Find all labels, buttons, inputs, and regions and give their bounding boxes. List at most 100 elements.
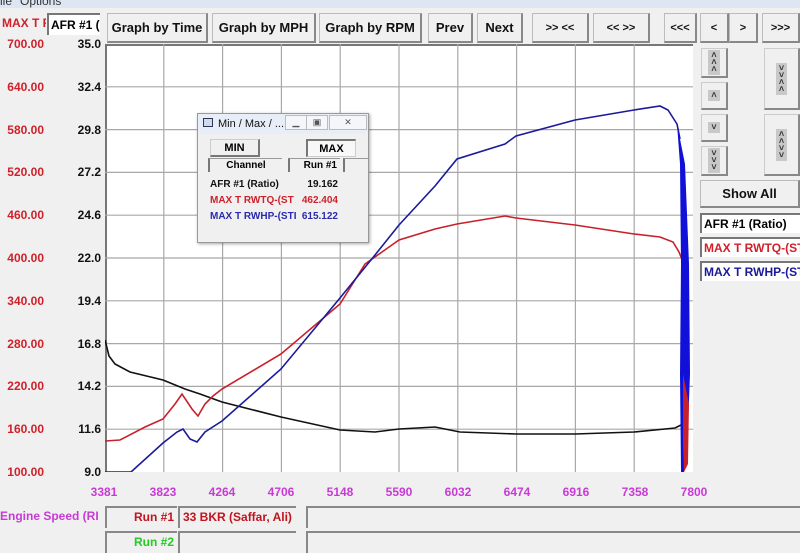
- afr-axis-channel-label[interactable]: AFR #1 (F: [47, 13, 100, 35]
- y-afr-tick: 27.2: [77, 165, 101, 179]
- chevrons-converge-icon: ˅ ˅ ˄ ˄: [775, 62, 788, 95]
- x-tick: 5590: [385, 485, 413, 499]
- legend-torque[interactable]: MAX T RWTQ-(ST: [700, 237, 800, 257]
- run2-notes: [306, 531, 800, 553]
- legend-hp[interactable]: MAX T RWHP-(ST: [700, 261, 800, 281]
- menu-bar: ile Options: [0, 0, 800, 8]
- zoom-out-x-button[interactable]: << >>: [593, 13, 650, 43]
- chevron-down-icon: ˅: [708, 122, 720, 133]
- y-left-tick: 220.00: [7, 379, 44, 393]
- x-tick: 6032: [444, 485, 472, 499]
- menu-file[interactable]: ile: [0, 0, 13, 8]
- hp-series-line: [105, 105, 681, 472]
- y-afr-tick: 24.6: [77, 208, 101, 222]
- zoom-in-y-button[interactable]: ˅ ˅ ˄ ˄: [764, 48, 800, 110]
- legend-afr[interactable]: AFR #1 (Ratio): [700, 213, 800, 233]
- min-button[interactable]: MIN: [210, 139, 260, 157]
- scroll-down-button[interactable]: ˅: [701, 114, 728, 142]
- scroll-far-right-button[interactable]: >>>: [762, 13, 800, 43]
- x-tick: 6916: [562, 485, 590, 499]
- column-header-extra: [343, 158, 368, 172]
- x-tick: 5148: [326, 485, 354, 499]
- run1-name[interactable]: 33 BKR (Saffar, Ali): [178, 506, 296, 528]
- scroll-far-left-button[interactable]: <<<: [664, 13, 697, 43]
- x-tick: 7358: [621, 485, 649, 499]
- graph-by-rpm-button[interactable]: Graph by RPM: [319, 13, 422, 43]
- run2-label: Run #2: [105, 531, 177, 553]
- y-afr-tick: 11.6: [78, 422, 101, 436]
- maximize-icon: ▣: [312, 117, 322, 127]
- row-value: 19.162: [307, 179, 338, 190]
- menu-options[interactable]: Options: [20, 0, 62, 8]
- chevron-up-icon: ˄: [708, 90, 720, 101]
- torque-series-line: [105, 215, 684, 442]
- x-tick: 7800: [680, 485, 708, 499]
- x-tick: 4706: [267, 485, 295, 499]
- graph-by-time-button[interactable]: Graph by Time: [107, 13, 208, 43]
- run1-label: Run #1: [105, 506, 177, 528]
- minmax-row: AFR #1 (Ratio) 19.162: [210, 179, 338, 190]
- close-icon: ✕: [344, 117, 352, 127]
- minmax-row: MAX T RWHP-(STI 615.122: [210, 211, 338, 222]
- grid-lines: [105, 44, 693, 472]
- row-value: 462.404: [301, 195, 338, 206]
- y-afr-tick: 32.4: [77, 80, 101, 94]
- y-left-tick: 100.00: [7, 465, 44, 479]
- minimize-button[interactable]: ▁: [285, 115, 307, 130]
- y-afr-tick: 14.2: [77, 379, 101, 393]
- column-header-channel[interactable]: Channel: [208, 158, 282, 172]
- y-left-tick: 580.00: [7, 123, 44, 137]
- y-left-tick: 280.00: [7, 337, 44, 351]
- torque-end-artifact: [683, 374, 689, 472]
- row-channel: MAX T RWHP-(STI: [210, 211, 297, 222]
- y-afr-tick: 9.0: [84, 465, 101, 479]
- y-left-tick: 460.00: [7, 208, 44, 222]
- scroll-up-button[interactable]: ˄: [701, 82, 728, 110]
- y-afr-tick: 19.4: [77, 294, 101, 308]
- prev-button[interactable]: Prev: [428, 13, 473, 43]
- x-tick: 6474: [503, 485, 531, 499]
- minmax-dialog[interactable]: Min / Max / ... ▁ ▣ ✕ MIN MAX Channel Ru…: [197, 113, 369, 243]
- next-button[interactable]: Next: [477, 13, 523, 43]
- zoom-in-x-button[interactable]: >> <<: [532, 13, 589, 43]
- minmax-row: MAX T RWTQ-(ST 462.404: [210, 195, 338, 206]
- y-left-tick: 640.00: [7, 80, 44, 94]
- hp-end-artifact: [677, 124, 690, 472]
- afr-series-line: [105, 339, 684, 435]
- scroll-right-button[interactable]: >: [729, 13, 758, 43]
- show-all-button[interactable]: Show All: [700, 180, 800, 208]
- run2-name[interactable]: [178, 531, 296, 553]
- x-channel-label[interactable]: Engine Speed (RI: [0, 509, 99, 523]
- chart-plot-area[interactable]: [105, 44, 693, 472]
- run1-notes: [306, 506, 800, 528]
- y-left-tick: 700.00: [7, 37, 44, 51]
- max-button[interactable]: MAX: [306, 139, 356, 157]
- close-button[interactable]: ✕: [329, 115, 367, 130]
- left-axis-channel-label[interactable]: MAX T RV: [2, 16, 46, 30]
- column-header-run1[interactable]: Run #1: [288, 158, 340, 172]
- dialog-title: Min / Max / ...: [218, 118, 285, 130]
- scroll-bottom-button[interactable]: ˅ ˅ ˅: [701, 146, 728, 176]
- row-value: 615.122: [301, 211, 338, 222]
- maximize-button[interactable]: ▣: [306, 115, 328, 130]
- scroll-top-button[interactable]: ˄ ˄ ˄: [701, 48, 728, 78]
- y-left-tick: 160.00: [7, 422, 44, 436]
- y-afr-tick: 29.8: [77, 123, 101, 137]
- y-left-tick: 340.00: [7, 294, 44, 308]
- y-afr-tick: 16.8: [77, 337, 101, 351]
- x-tick: 3381: [90, 485, 118, 499]
- y-afr-tick: 22.0: [77, 251, 101, 265]
- window-icon: [203, 118, 213, 127]
- chart-svg: [105, 44, 693, 472]
- scroll-left-button[interactable]: <: [700, 13, 729, 43]
- graph-by-mph-button[interactable]: Graph by MPH: [212, 13, 316, 43]
- x-tick: 4264: [208, 485, 236, 499]
- zoom-out-y-button[interactable]: ˄ ˄ ˅ ˅: [764, 114, 800, 176]
- minimize-icon: ▁: [292, 117, 300, 127]
- triple-chevron-down-icon: ˅ ˅ ˅: [708, 148, 720, 173]
- y-left-tick: 520.00: [7, 165, 44, 179]
- y-left-tick: 400.00: [7, 251, 44, 265]
- x-tick: 3823: [149, 485, 177, 499]
- y-afr-tick: 35.0: [77, 37, 101, 51]
- row-channel: AFR #1 (Ratio): [210, 179, 279, 190]
